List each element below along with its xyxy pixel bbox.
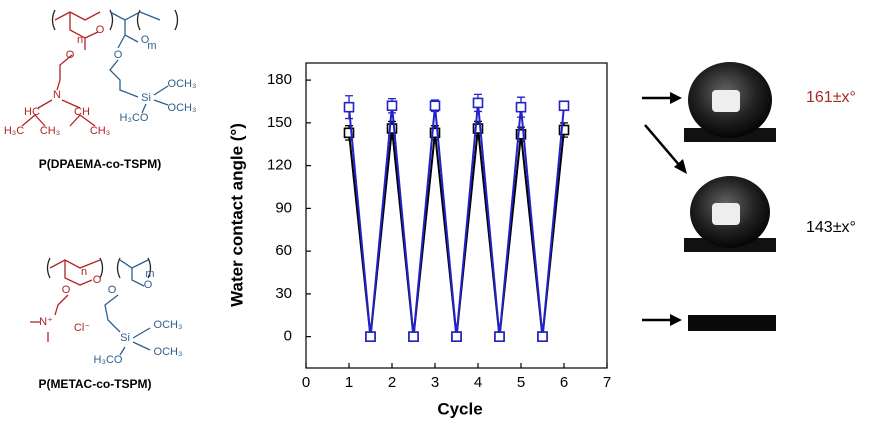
atom-label: CH₃ <box>40 125 60 137</box>
marker <box>343 127 355 139</box>
atom-label: O <box>93 274 102 286</box>
x-axis-title: Cycle <box>437 399 482 418</box>
atom-label: O <box>66 49 75 61</box>
marker <box>429 100 441 112</box>
y-tick-label: 30 <box>275 285 292 302</box>
atom-label: m <box>147 40 156 52</box>
atom-label: H₃CO <box>94 354 123 366</box>
y-tick-label: 180 <box>267 71 292 88</box>
atom-label: CH₃ <box>90 125 110 137</box>
atom-label: O <box>96 24 105 36</box>
structure-name: P(METAC-co-TSPM) <box>38 377 151 391</box>
atom-label: O <box>141 34 150 46</box>
contact-angle-label: 161±x° <box>806 89 856 106</box>
marker <box>515 101 527 113</box>
atom-label: OCH₃ <box>154 319 183 331</box>
contact-angle-label: 143±x° <box>806 219 856 236</box>
atom-label: CH <box>74 106 90 118</box>
droplet-images <box>684 62 776 331</box>
atom-label: Si <box>120 332 130 344</box>
atom-label: Cl⁻ <box>74 322 90 334</box>
x-tick-label: 0 <box>302 374 310 391</box>
atom-label: n <box>77 34 83 46</box>
plot-frame <box>305 62 608 369</box>
x-tick-label: 2 <box>388 374 396 391</box>
arrows <box>642 92 687 326</box>
x-tick-label: 1 <box>345 374 353 391</box>
atom-label: O <box>144 279 153 291</box>
atom-label: HC <box>24 106 40 118</box>
marker <box>386 100 398 112</box>
atom-label: n <box>81 266 87 278</box>
atom-label: Si <box>141 92 151 104</box>
structure-2-bonds <box>30 257 152 356</box>
x-tick-label: 4 <box>474 374 482 391</box>
marker <box>429 127 441 139</box>
marker <box>365 331 376 342</box>
atom-label: O <box>108 284 117 296</box>
x-tick-label: 6 <box>560 374 568 391</box>
marker <box>515 128 527 140</box>
y-axis-title: Water contact angle (°) <box>227 123 246 307</box>
x-tick-label: 7 <box>603 374 611 391</box>
marker <box>472 97 484 109</box>
structure-1-bonds <box>21 9 179 127</box>
atom-label: OCH₃ <box>168 102 197 114</box>
marker <box>472 123 484 134</box>
atom-label: OCH₃ <box>168 78 197 90</box>
marker <box>343 101 355 113</box>
marker <box>558 100 570 112</box>
atom-label: m <box>145 268 154 280</box>
series-line <box>348 102 565 337</box>
y-tick-label: 120 <box>267 157 292 174</box>
marker <box>451 331 462 342</box>
atom-label: N <box>53 89 61 101</box>
atom-label: OCH₃ <box>154 346 183 358</box>
marker <box>537 331 548 342</box>
x-tick-label: 5 <box>517 374 525 391</box>
y-tick-label: 150 <box>267 114 292 131</box>
structure-name: P(DPAEMA-co-TSPM) <box>39 157 161 171</box>
marker <box>408 331 419 342</box>
atom-label: O <box>62 284 71 296</box>
y-tick-label: 0 <box>284 328 292 345</box>
atom-label: H₃C <box>4 125 24 137</box>
x-tick-label: 3 <box>431 374 439 391</box>
atom-label: N⁺ <box>39 316 53 328</box>
atom-label: O <box>114 49 123 61</box>
marker <box>494 331 505 342</box>
y-tick-label: 60 <box>275 242 292 259</box>
atom-label: H₃CO <box>120 112 149 124</box>
y-tick-label: 90 <box>275 199 292 216</box>
marker <box>386 123 398 134</box>
marker <box>558 124 570 136</box>
